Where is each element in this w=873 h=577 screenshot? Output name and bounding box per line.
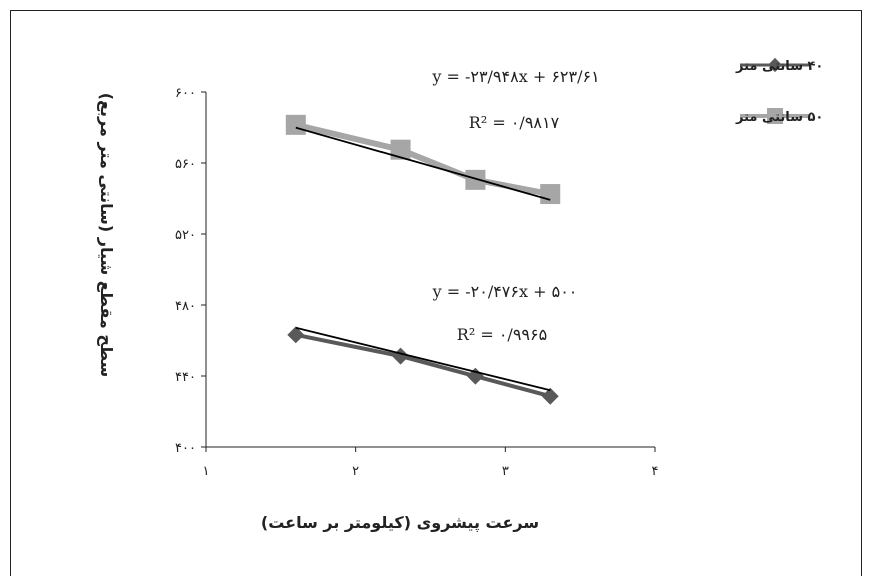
data-point [287, 326, 305, 344]
x-tick-label: ۳ [502, 464, 509, 479]
trendline-0 [295, 326, 551, 392]
y-tick-label: ۴۰۰ [175, 441, 196, 456]
data-point [465, 169, 486, 190]
r2-40cm: R² = ۰/۹۹۶۵ [457, 325, 547, 344]
r2-50cm: R² = ۰/۹۸۱۷ [469, 113, 560, 132]
x-axis-title: سرعت پیشروی (کیلومتر بر ساعت) [261, 513, 539, 533]
equation-50cm: y = -۲۳/۹۴۸x + ۶۲۳/۶۱ [431, 67, 599, 86]
y-tick-label: ۵۲۰ [175, 228, 196, 243]
trendlines [295, 126, 551, 392]
data-point [540, 184, 561, 205]
axes [205, 92, 655, 448]
y-tick-label: ۶۰۰ [175, 86, 196, 101]
x-tick-label: ۴ [652, 464, 659, 479]
data-point [541, 387, 559, 405]
data-point [466, 367, 484, 385]
data-point [392, 347, 410, 365]
series-layer [285, 114, 561, 405]
x-tick-label: ۲ [352, 464, 359, 479]
y-tick-label: ۴۸۰ [175, 299, 196, 314]
series-line-0 [295, 332, 551, 399]
data-point [285, 114, 306, 135]
y-tick-label: ۴۴۰ [175, 370, 196, 385]
legend-marker-40cm [767, 57, 783, 73]
x-ticks: ۱ ۲ ۳ ۴ [203, 447, 659, 479]
x-tick-label: ۱ [203, 464, 210, 479]
data-point [390, 139, 411, 160]
y-tick-label: ۵۶۰ [175, 157, 196, 172]
equation-40cm: y = -۲۰/۴۷۶x + ۵۰۰ [432, 282, 578, 301]
legend: ۴۰ سانتی متر ۵۰ سانتی متر [735, 57, 823, 125]
legend-marker-50cm [767, 108, 783, 124]
trendline-1 [295, 126, 551, 201]
legend-label-40cm: ۴۰ سانتی متر [735, 59, 823, 74]
chart-frame [10, 10, 862, 576]
series-line-1 [295, 121, 551, 198]
y-axis-title: سطح مقطع شیار (سانتی متر مربع) [97, 93, 116, 377]
y-ticks: ۴۰۰ ۴۴۰ ۴۸۰ ۵۲۰ ۵۶۰ ۶۰۰ [175, 86, 206, 456]
legend-label-50cm: ۵۰ سانتی متر [735, 110, 823, 125]
